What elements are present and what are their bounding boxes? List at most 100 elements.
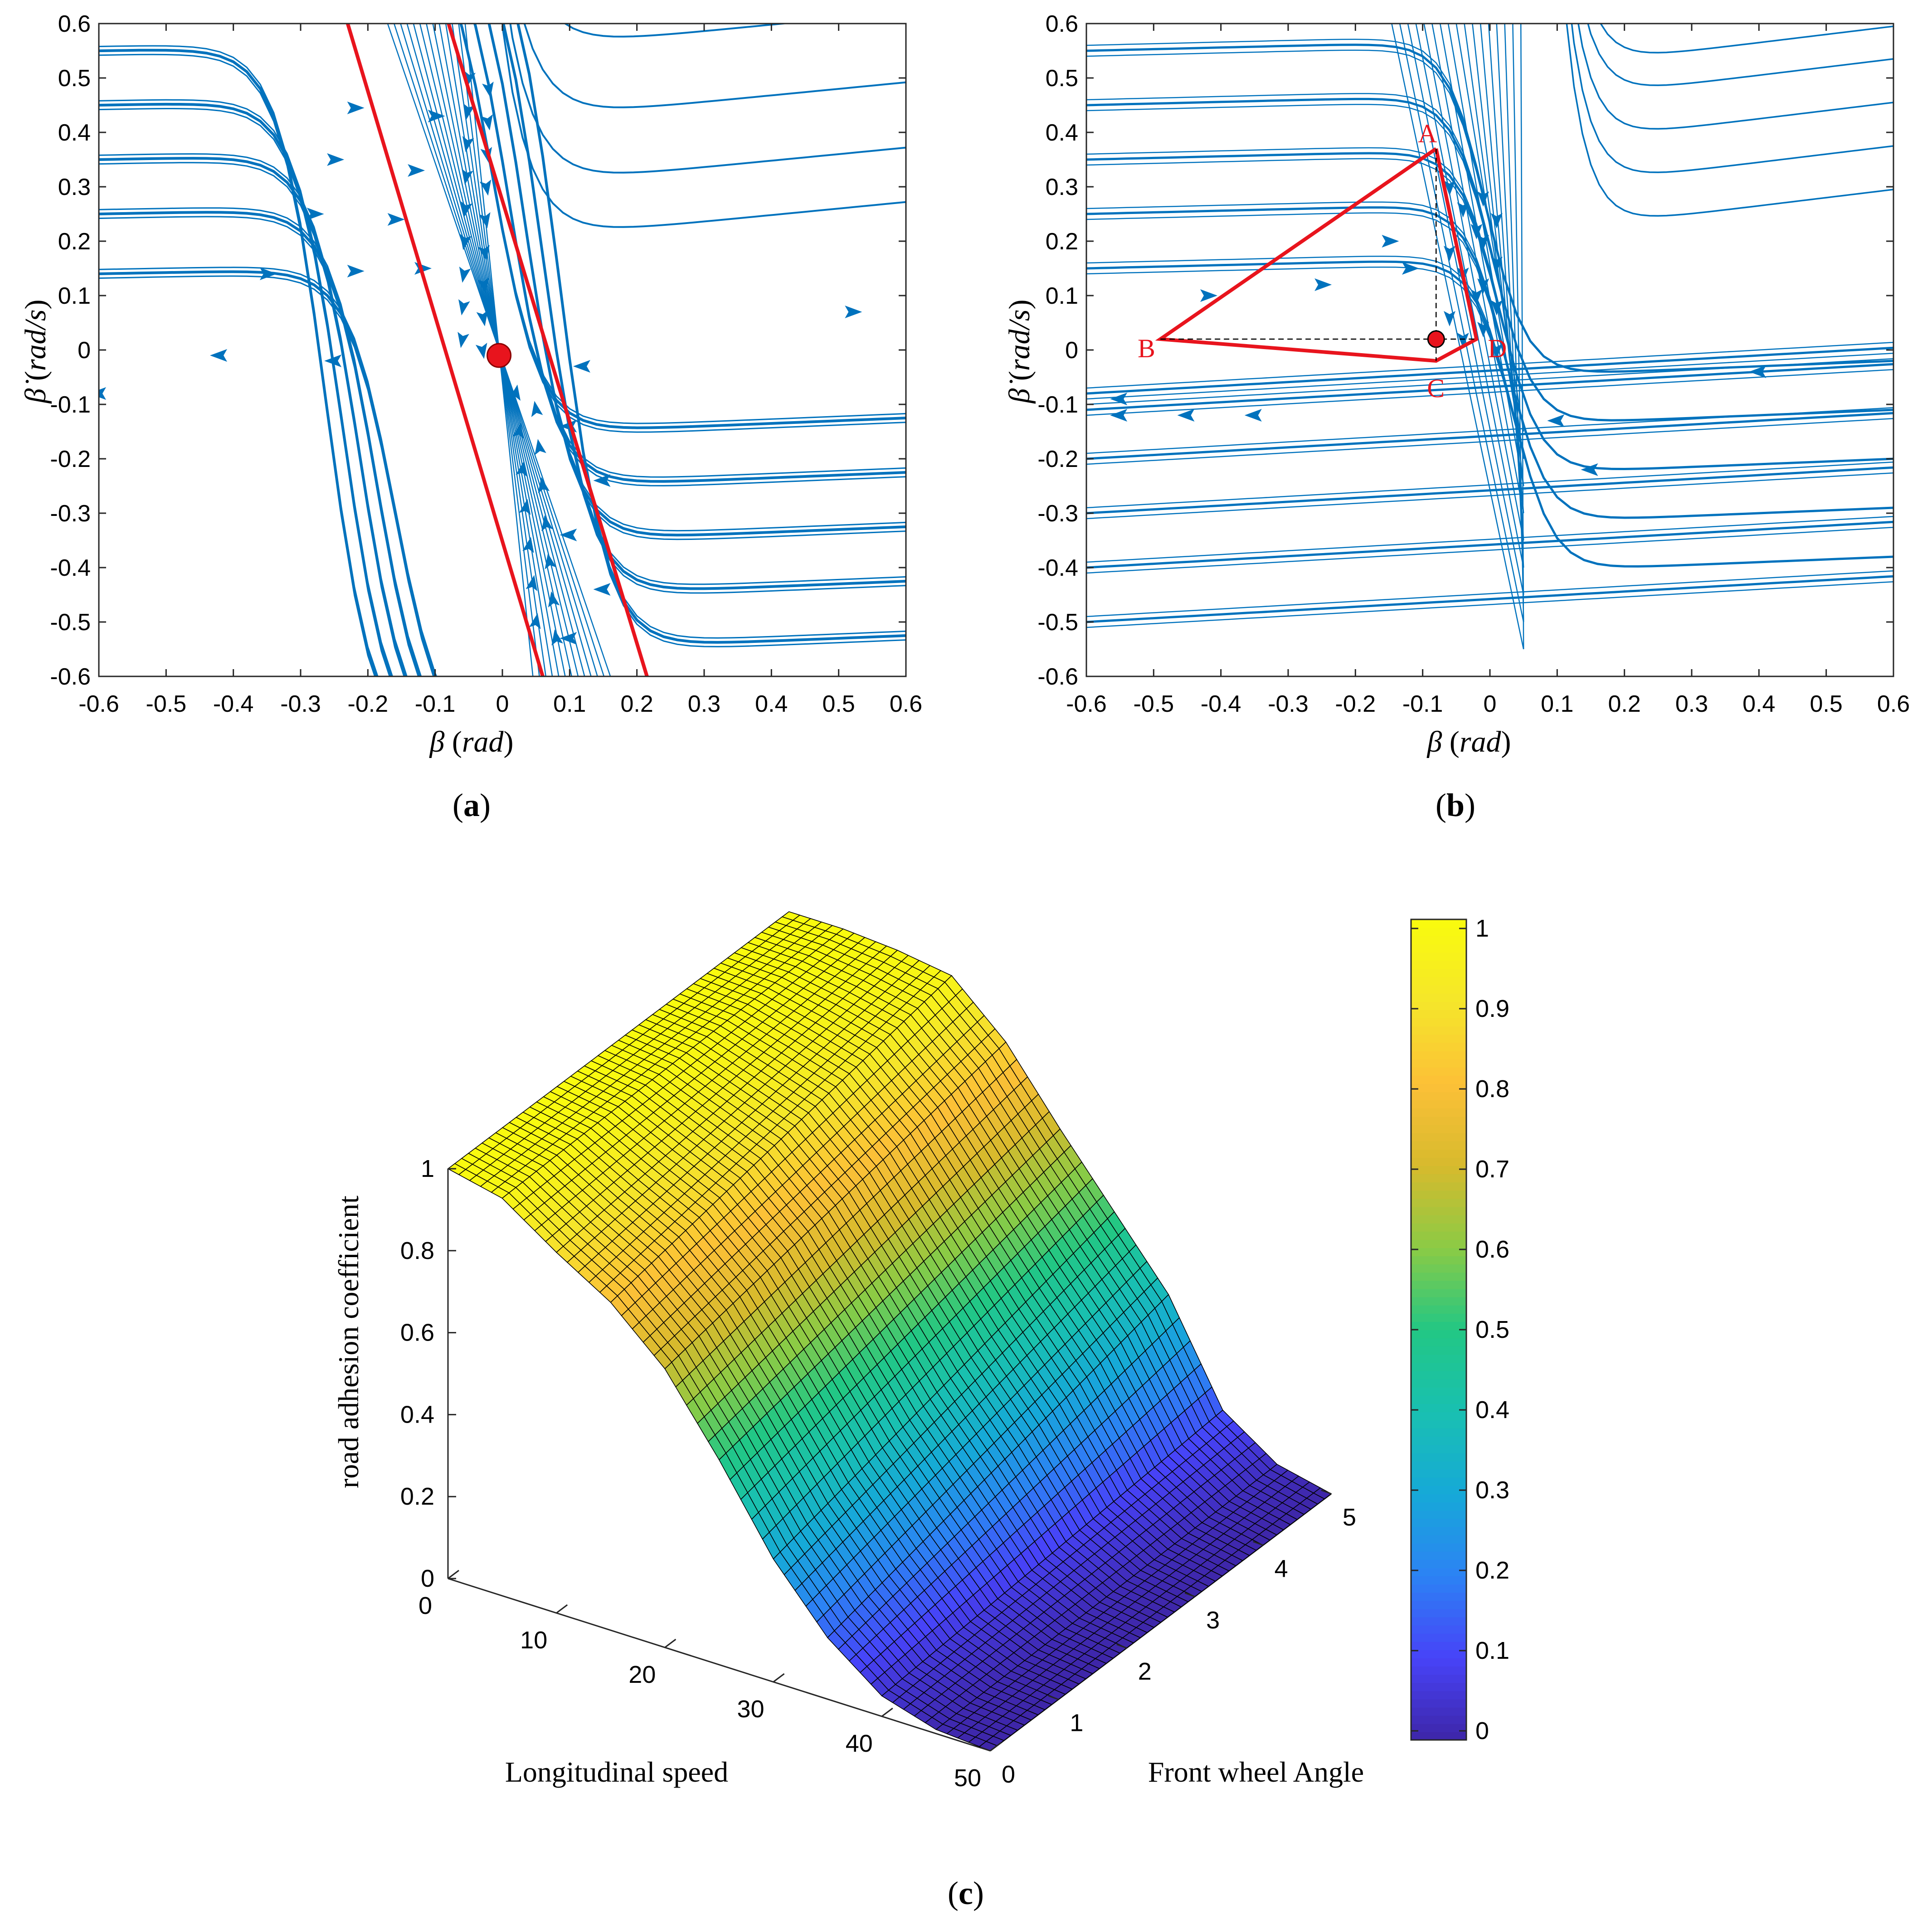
y-tick-label: -0.1: [50, 392, 91, 418]
x-tick-label: 0.6: [1877, 691, 1910, 717]
streamline: [502, 24, 906, 594]
flow-arrow: [1470, 224, 1483, 239]
streamline: [1439, 24, 1524, 486]
speed-tick-mark: [990, 1742, 1002, 1752]
y-tick-label: 0: [1065, 337, 1078, 364]
streamline: [1455, 24, 1524, 432]
equilibrium-point: [1427, 330, 1445, 348]
streamline: [523, 24, 906, 108]
x-tick-label: 0.4: [755, 691, 788, 717]
streamline: [99, 99, 394, 676]
region-vertex-label: B: [1138, 334, 1155, 363]
stability-boundary-line: [447, 24, 649, 676]
angle-tick-mark: [1048, 1695, 1059, 1701]
colorbar-segment: [1411, 1477, 1466, 1486]
colorbar-segment: [1411, 1666, 1466, 1675]
x-tick-label: -0.4: [1201, 691, 1241, 717]
colorbar-segment: [1411, 1141, 1466, 1150]
streamline: [1086, 520, 1893, 569]
colorbar-segment: [1411, 1248, 1466, 1257]
flow-arrow: [259, 267, 277, 280]
streamline: [503, 24, 906, 585]
panel-c-surface: [447, 911, 1332, 1751]
y-tick-label: -0.5: [1037, 609, 1078, 636]
streamline: [1587, 24, 1893, 86]
flow-arrow: [535, 439, 546, 456]
flow-arrow: [347, 102, 365, 114]
colorbar-segment: [1411, 1206, 1466, 1215]
panel-c-x-label: Longitudinal speed: [505, 1756, 728, 1788]
colorbar-segment: [1411, 1132, 1466, 1142]
speed-tick-label: 30: [737, 1696, 764, 1723]
colorbar-tick-label: 0.9: [1475, 995, 1509, 1022]
x-tick-label: -0.5: [146, 691, 187, 717]
streamline: [99, 107, 390, 676]
colorbar-segment: [1411, 928, 1466, 937]
streamline: [99, 216, 419, 676]
speed-tick-mark: [556, 1604, 568, 1614]
colorbar-segment: [1411, 1682, 1466, 1691]
colorbar-segment: [1411, 1469, 1466, 1478]
colorbar-segment: [1411, 1584, 1466, 1593]
x-tick-label: 0.5: [822, 691, 855, 717]
streamline: [1086, 352, 1893, 400]
flow-arrow: [481, 114, 493, 131]
flow-arrow: [463, 103, 475, 120]
flow-arrow: [519, 499, 531, 515]
flow-arrow: [548, 591, 560, 608]
streamline: [99, 45, 379, 676]
colorbar-segment: [1411, 1042, 1466, 1051]
x-tick-label: 0.4: [1742, 691, 1775, 717]
region-vertex-label: C: [1427, 374, 1445, 403]
flow-arrow: [482, 81, 494, 98]
flow-arrow: [1382, 235, 1399, 248]
colorbar-tick-label: 0.2: [1475, 1557, 1509, 1584]
colorbar-segment: [1411, 944, 1466, 953]
x-tick-label: 0: [496, 691, 509, 717]
colorbar-segment: [1411, 960, 1466, 969]
flow-arrow: [479, 179, 492, 196]
flow-arrow: [408, 164, 425, 177]
flow-arrow: [1490, 213, 1503, 228]
colorbar-segment: [1411, 1625, 1466, 1634]
colorbar-tick-label: 1: [1475, 915, 1489, 942]
flow-arrow: [1444, 180, 1455, 196]
colorbar-segment: [1411, 1059, 1466, 1068]
colorbar-tick-label: 0.1: [1475, 1637, 1509, 1664]
colorbar-segment: [1411, 952, 1466, 961]
speed-tick-mark: [773, 1673, 785, 1683]
flow-arrow: [545, 553, 557, 570]
angle-tick-label: 0: [1002, 1761, 1015, 1788]
flow-arrow: [477, 277, 489, 294]
streamline: [1407, 24, 1524, 595]
colorbar-segment: [1411, 1707, 1466, 1716]
colorbar-segment: [1411, 1633, 1466, 1642]
colorbar-segment: [1411, 1592, 1466, 1601]
colorbar-segment: [1411, 1420, 1466, 1429]
colorbar-segment: [1411, 1124, 1466, 1133]
flow-arrow: [307, 208, 324, 220]
flow-arrow: [1177, 409, 1195, 422]
colorbar-segment: [1411, 1346, 1466, 1355]
y-tick-label: 0.2: [58, 228, 91, 255]
panel-a-y-label: β̇ (rad/s): [19, 299, 52, 404]
streamline: [1577, 24, 1893, 130]
streamline: [1520, 24, 1524, 650]
flow-arrow: [1110, 393, 1128, 405]
streamline: [99, 102, 393, 676]
speed-tick-label: 20: [628, 1661, 656, 1688]
streamline: [1600, 24, 1893, 53]
colorbar-segment: [1411, 1715, 1466, 1724]
flow-arrow: [478, 212, 491, 228]
flow-arrow: [1444, 311, 1455, 326]
z-tick-label: 0.6: [400, 1319, 434, 1346]
colorbar-segment: [1411, 1330, 1466, 1339]
panel-c-caption: (c): [948, 1875, 984, 1911]
panel-a-x-label: β (rad): [428, 725, 513, 758]
colorbar-segment: [1411, 1354, 1466, 1363]
colorbar-segment: [1411, 1485, 1466, 1494]
colorbar-tick-label: 0.3: [1475, 1477, 1509, 1504]
x-tick-label: 0.2: [1608, 691, 1641, 717]
streamline: [1086, 526, 1893, 574]
